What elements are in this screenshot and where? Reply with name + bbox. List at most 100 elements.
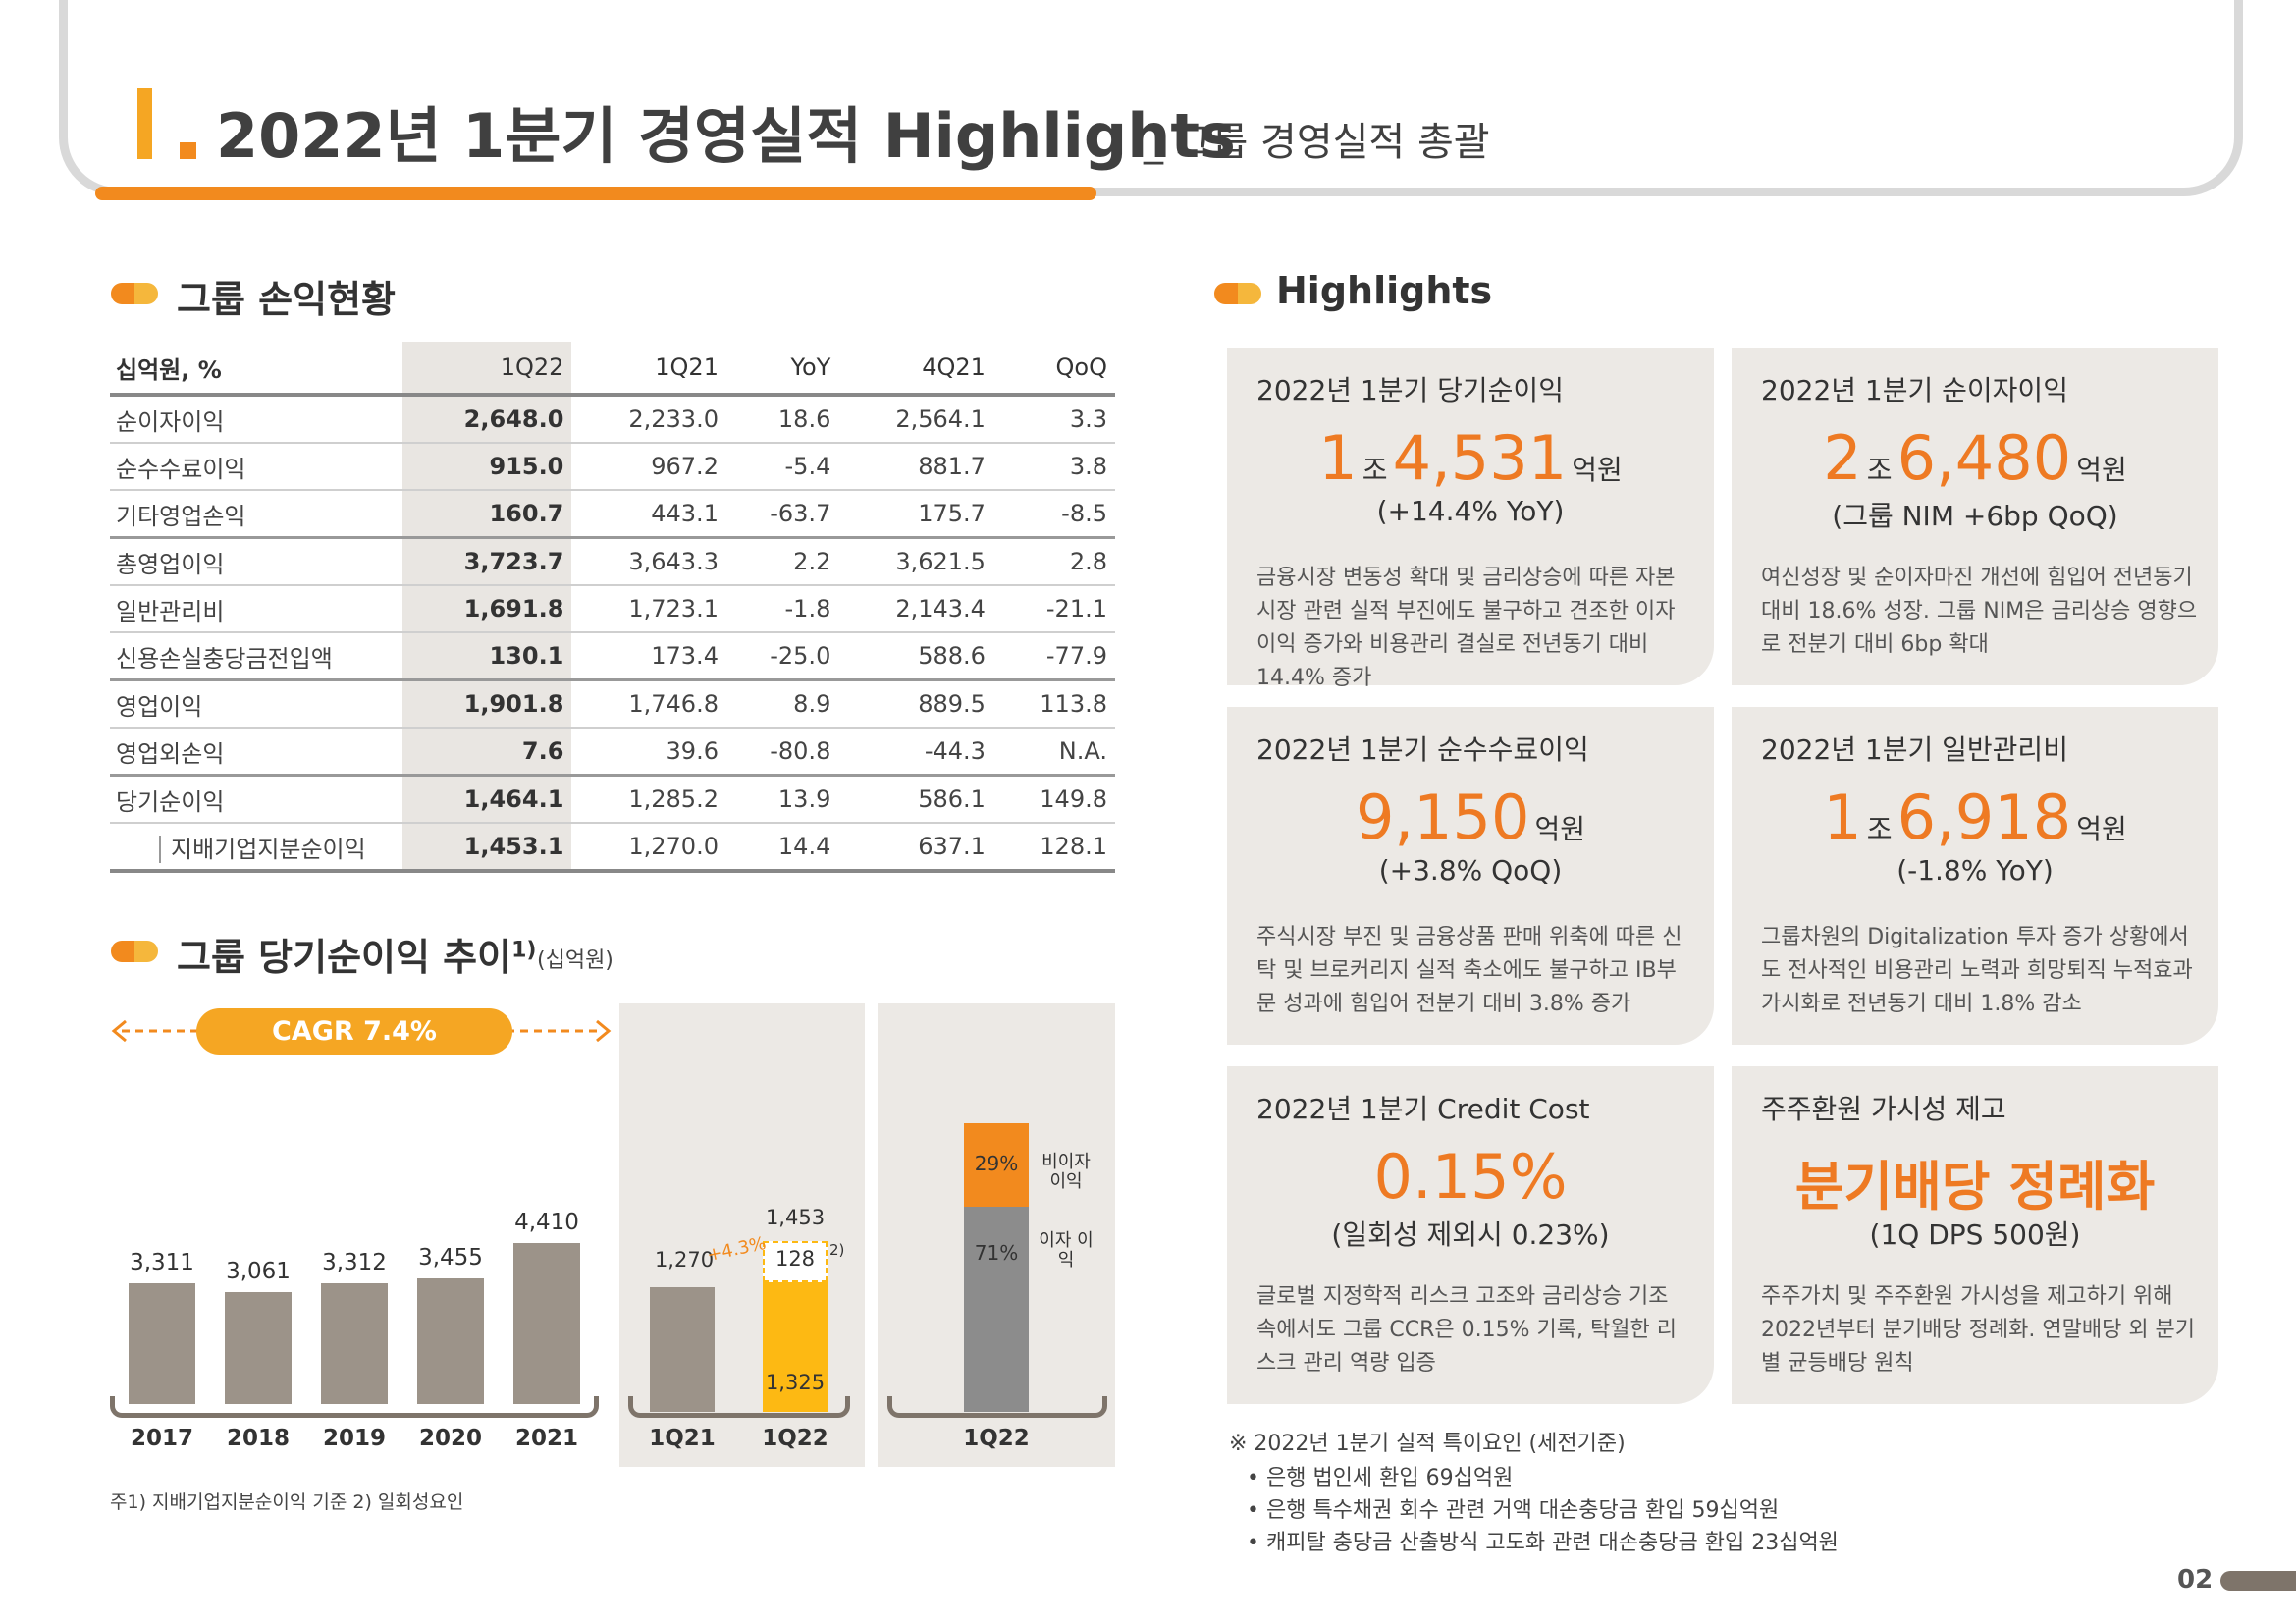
x-tick-label: 2021 bbox=[514, 1426, 578, 1451]
table-row: 기타영업손익 160.7 443.1 -63.7 175.7 -8.5 bbox=[110, 490, 1115, 539]
table-cell: -80.8 bbox=[725, 728, 839, 777]
segment-non-interest bbox=[964, 1123, 1029, 1208]
card-value: 분기배당 정례화 bbox=[1732, 1143, 2218, 1220]
card-value: 1 조 4,531 억원 bbox=[1227, 422, 1714, 494]
x-tick-label: 2017 bbox=[130, 1426, 193, 1451]
notes-heading: ※ 2022년 1분기 실적 특이요인 (세전기준) bbox=[1229, 1432, 1626, 1456]
card-title: 주주환원 가시성 제고 bbox=[1761, 1093, 2006, 1125]
table-cell: 1,901.8 bbox=[402, 679, 572, 729]
table-cell: 2,564.1 bbox=[838, 395, 993, 444]
card-value-unit: 억원 bbox=[2076, 813, 2127, 845]
bar-value-label: 1,325 bbox=[765, 1370, 826, 1394]
table-cell: N.A. bbox=[992, 728, 1115, 777]
table-cell: 1,746.8 bbox=[571, 679, 726, 729]
title-dot bbox=[180, 142, 196, 159]
table-cell: -44.3 bbox=[838, 728, 993, 777]
table-cell: 443.1 bbox=[571, 490, 726, 539]
bar bbox=[513, 1243, 580, 1404]
pl-table-header: 십억원, % 1Q22 1Q21 YoY 4Q21 QoQ bbox=[110, 342, 1115, 397]
table-cell: 128.1 bbox=[992, 823, 1115, 873]
header-frame bbox=[59, 0, 2243, 196]
bar-value-label: 1,453 bbox=[765, 1205, 826, 1229]
table-cell: 2,143.4 bbox=[838, 585, 993, 633]
table-cell: 160.7 bbox=[402, 490, 572, 539]
table-cell: 1,691.8 bbox=[402, 585, 572, 633]
col-header: 십억원, % bbox=[110, 342, 402, 397]
card-value-number: 6,918 bbox=[1896, 782, 2072, 853]
card-value-number: 9,150 bbox=[1355, 782, 1530, 853]
table-cell: -8.5 bbox=[992, 490, 1115, 539]
trend-title-text: 그룹 당기순이익 추이 bbox=[177, 936, 512, 979]
x-tick-label: 1Q21 bbox=[649, 1426, 716, 1451]
table-cell: 7.6 bbox=[402, 728, 572, 777]
bar bbox=[225, 1292, 292, 1404]
bar-value-label: 1,270 bbox=[654, 1248, 715, 1272]
table-cell: 637.1 bbox=[838, 823, 993, 873]
table-cell: 586.1 bbox=[838, 775, 993, 824]
row-label: 총영업이익 bbox=[110, 537, 402, 586]
bar bbox=[417, 1277, 484, 1404]
card-title: 2022년 1분기 Credit Cost bbox=[1256, 1093, 1590, 1125]
table-cell: -1.8 bbox=[725, 585, 839, 633]
card-subtitle: (그룹 NIM +6bp QoQ) bbox=[1832, 500, 2118, 532]
notes-item: • 캐피탈 충당금 산출방식 고도화 관련 대손충당금 환입 23십억원 bbox=[1247, 1531, 1839, 1555]
segment-label: 29% bbox=[974, 1151, 1019, 1175]
highlight-card: 2022년 1분기 일반관리비 1 조 6,918 억원 (-1.8% YoY) 그룹… bbox=[1732, 707, 2218, 1045]
card-subtitle: (일회성 제외시 0.23%) bbox=[1331, 1218, 1610, 1251]
highlight-card: 주주환원 가시성 제고 분기배당 정례화 (1Q DPS 500원) 주주가치 및 주… bbox=[1732, 1066, 2218, 1404]
card-value-unit: 조 bbox=[1866, 813, 1893, 845]
chart1-axis-bracket bbox=[110, 1396, 599, 1418]
card-title: 2022년 1분기 당기순이익 bbox=[1256, 374, 1564, 406]
notes-item: • 은행 특수채권 회수 관련 거액 대손충당금 환입 59십억원 bbox=[1247, 1498, 1780, 1523]
table-cell: 1,270.0 bbox=[571, 823, 726, 873]
table-row: 순이자이익 2,648.0 2,233.0 18.6 2,564.1 3.3 bbox=[110, 395, 1115, 444]
row-label: 기타영업손익 bbox=[110, 490, 402, 539]
title-marker bbox=[137, 88, 152, 159]
section-pill-icon bbox=[111, 941, 158, 962]
table-cell: 1,464.1 bbox=[402, 775, 572, 824]
trend-footnote: 주1) 지배기업지분순이익 기준 2) 일회성요인 bbox=[110, 1491, 464, 1513]
x-tick-label: 1Q22 bbox=[762, 1426, 828, 1451]
table-cell: -77.9 bbox=[992, 632, 1115, 681]
x-tick-label: 2018 bbox=[226, 1426, 290, 1451]
card-value: 9,150 억원 bbox=[1227, 782, 1714, 853]
table-row: 순수수료이익 915.0 967.2 -5.4 881.7 3.8 bbox=[110, 443, 1115, 491]
table-cell: -21.1 bbox=[992, 585, 1115, 633]
table-cell: 3.3 bbox=[992, 395, 1115, 444]
trend-section-title: 그룹 당기순이익 추이1) bbox=[177, 927, 536, 981]
table-cell: 3.8 bbox=[992, 443, 1115, 491]
table-row: 신용손실충당금전입액 130.1 173.4 -25.0 588.6 -77.9 bbox=[110, 632, 1115, 681]
bar-value-label: 3,061 bbox=[226, 1259, 291, 1285]
table-cell: -25.0 bbox=[725, 632, 839, 681]
card-subtitle: (+3.8% QoQ) bbox=[1378, 854, 1563, 887]
table-row: 영업이익 1,901.8 1,746.8 8.9 889.5 113.8 bbox=[110, 679, 1115, 729]
row-label: 당기순이익 bbox=[110, 775, 402, 824]
table-cell: 2.8 bbox=[992, 537, 1115, 586]
bar bbox=[321, 1283, 388, 1404]
page-title: 2022년 1분기 경영실적 Highlights bbox=[216, 100, 1236, 172]
row-label: 순수수료이익 bbox=[110, 443, 402, 491]
highlight-card: 2022년 1분기 순수수료이익 9,150 억원 (+3.8% QoQ) 주식시장 … bbox=[1227, 707, 1714, 1045]
col-header: 4Q21 bbox=[838, 342, 993, 397]
card-value-number: 분기배당 정례화 bbox=[1794, 1156, 2156, 1218]
bar-value-label: 3,312 bbox=[322, 1250, 387, 1276]
table-cell: 2,648.0 bbox=[402, 395, 572, 444]
card-value-unit: 억원 bbox=[2076, 454, 2127, 486]
card-value-number: 6,480 bbox=[1896, 422, 2072, 494]
card-description: 주식시장 부진 및 금융상품 판매 위축에 따른 신탁 및 브로커리지 실적 축… bbox=[1256, 925, 1682, 1016]
table-cell: 113.8 bbox=[992, 679, 1115, 729]
bar-1q22-one-off bbox=[763, 1240, 828, 1282]
row-label: 순이자이익 bbox=[110, 395, 402, 444]
row-label: 영업이익 bbox=[110, 679, 402, 729]
table-cell: 13.9 bbox=[725, 775, 839, 824]
card-title: 2022년 1분기 일반관리비 bbox=[1761, 733, 2068, 766]
page-subtitle: _ 그룹 경영실적 총괄 bbox=[1144, 120, 1490, 165]
legend-interest: 이자 이익 bbox=[1039, 1229, 1094, 1271]
card-value-unit: 조 bbox=[1866, 454, 1893, 486]
table-row: 당기순이익 1,464.1 1,285.2 13.9 586.1 149.8 bbox=[110, 775, 1115, 824]
card-value-unit: 억원 bbox=[1572, 454, 1623, 486]
table-cell: 3,643.3 bbox=[571, 537, 726, 586]
bar-footnote-marker: 2) bbox=[829, 1240, 845, 1259]
card-description: 주주가치 및 주주환원 가시성을 제고하기 위해 2022년부터 분기배당 정례… bbox=[1761, 1284, 2196, 1376]
table-cell: 1,453.1 bbox=[402, 823, 572, 873]
